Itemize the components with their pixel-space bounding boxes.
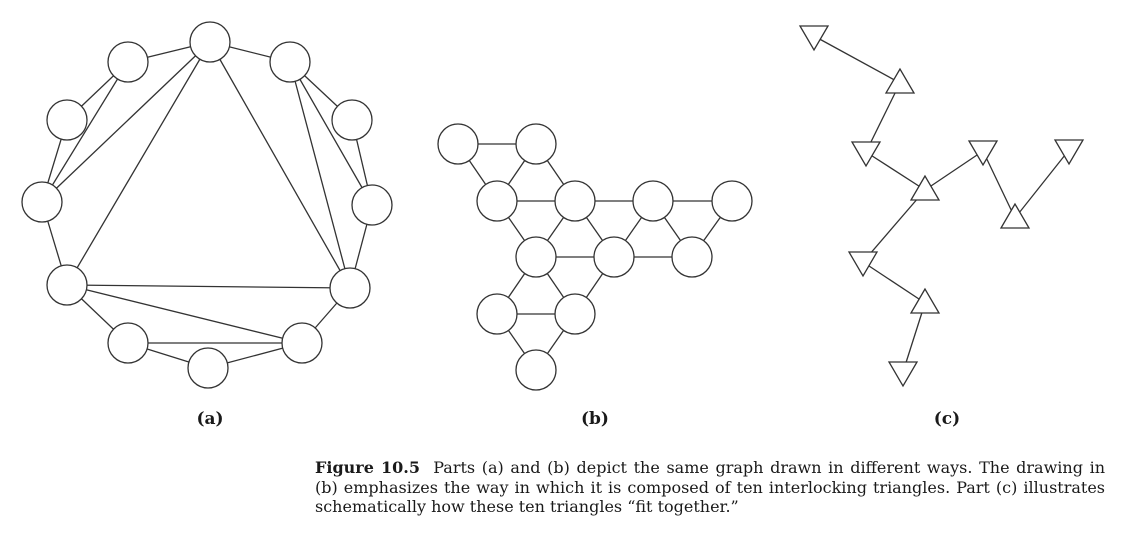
graph-a: (a) <box>21 21 393 429</box>
node <box>269 41 311 83</box>
node <box>187 347 229 389</box>
edge <box>289 61 351 289</box>
node <box>515 349 557 391</box>
triangle <box>967 140 999 167</box>
label-b: (b) <box>581 409 609 429</box>
edge <box>813 35 901 84</box>
node <box>671 236 713 278</box>
edge <box>41 41 211 203</box>
edge <box>289 61 373 206</box>
edge <box>1014 149 1070 219</box>
node <box>554 293 596 335</box>
edge <box>209 41 351 289</box>
node <box>331 99 373 141</box>
node <box>107 322 149 364</box>
node <box>593 236 635 278</box>
node <box>632 180 674 222</box>
edge <box>66 41 211 286</box>
caption-text: Parts (a) and (b) depict the same graph … <box>315 458 1106 516</box>
triangle <box>999 202 1031 229</box>
graph-c-triangles <box>798 25 1085 388</box>
edge <box>862 189 926 263</box>
node <box>476 180 518 222</box>
graph-c-edges <box>813 35 1070 373</box>
node <box>21 181 63 223</box>
edge <box>865 151 926 191</box>
triangle <box>887 361 919 388</box>
edge <box>924 150 984 191</box>
node <box>281 322 323 364</box>
edge <box>66 284 351 289</box>
node <box>515 236 557 278</box>
triangle <box>798 25 830 52</box>
node <box>46 99 88 141</box>
edge <box>982 150 1016 219</box>
triangle <box>1053 139 1085 166</box>
node <box>107 41 149 83</box>
node <box>711 180 753 222</box>
graph-b: (b) <box>437 123 753 429</box>
triangle <box>909 287 941 314</box>
triangle <box>850 141 882 168</box>
edge <box>66 284 303 344</box>
graph-a-nodes <box>21 21 393 389</box>
graph-c: (c) <box>798 25 1085 429</box>
edge <box>41 61 129 203</box>
graph-a-edges <box>41 41 373 369</box>
node <box>515 123 557 165</box>
triangle <box>847 251 879 278</box>
node <box>437 123 479 165</box>
figure-number: Figure 10.5 <box>315 458 420 477</box>
label-a: (a) <box>196 409 223 429</box>
triangle <box>884 67 916 94</box>
node <box>189 21 231 63</box>
node <box>46 264 88 306</box>
label-c: (c) <box>934 409 960 429</box>
edge <box>902 302 926 373</box>
node <box>329 267 371 309</box>
node <box>351 184 393 226</box>
graph-b-nodes <box>437 123 753 391</box>
node <box>476 293 518 335</box>
node <box>554 180 596 222</box>
triangle <box>909 174 941 201</box>
figure-caption: Figure 10.5 Parts (a) and (b) depict the… <box>315 458 1105 517</box>
edge <box>862 261 926 304</box>
edge <box>865 82 901 153</box>
